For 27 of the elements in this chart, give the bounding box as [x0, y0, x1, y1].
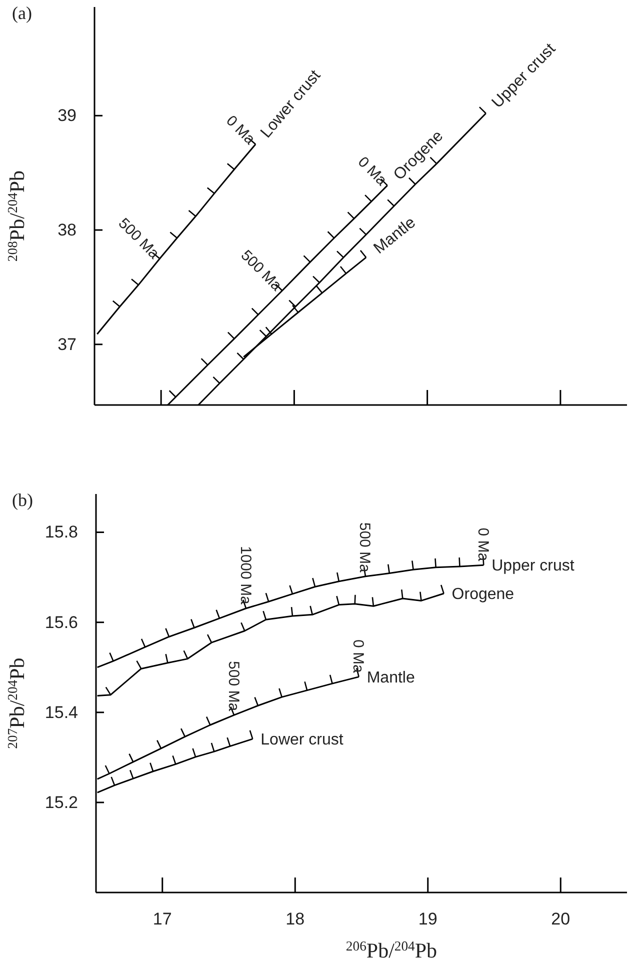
x-tick-label: 18: [286, 910, 305, 929]
x-tick-label: 17: [152, 910, 172, 929]
legend-label: Upper crust: [492, 558, 575, 575]
annotation: 1000 Ma: [236, 546, 254, 606]
x-tick-label: 19: [418, 910, 438, 929]
legend-label: Lower crust: [260, 732, 344, 749]
legend-label: Mantle: [366, 669, 415, 686]
annotation: 500 Ma: [237, 246, 286, 295]
annotation: 0 Ma: [474, 528, 492, 562]
annotation: 500 Ma: [114, 214, 163, 263]
legend-label: Orogene: [452, 586, 514, 604]
annotation: 0 Ma: [354, 154, 390, 190]
y-tick-label: 39: [58, 106, 76, 126]
annotation: 500 Ma: [224, 661, 242, 712]
y-tick-label: 15.4: [44, 702, 78, 722]
y-tick-label: 15.8: [44, 522, 78, 542]
annotation: 500 Ma: [356, 522, 374, 574]
annotation: 0 Ma: [350, 639, 367, 674]
chart-title: (a): [12, 3, 32, 23]
x-axis-title: $^{206}$Pb/$^{204}$Pb: [346, 938, 438, 962]
x-tick-label: 20: [551, 910, 570, 929]
y-tick-label: 15.6: [44, 612, 78, 632]
chart-title: (b): [12, 490, 33, 510]
y-tick-label: 15.2: [44, 792, 78, 812]
y-tick-label: 37: [58, 334, 76, 354]
y-tick-label: 38: [58, 220, 76, 240]
annotation: 0 Ma: [222, 112, 259, 148]
